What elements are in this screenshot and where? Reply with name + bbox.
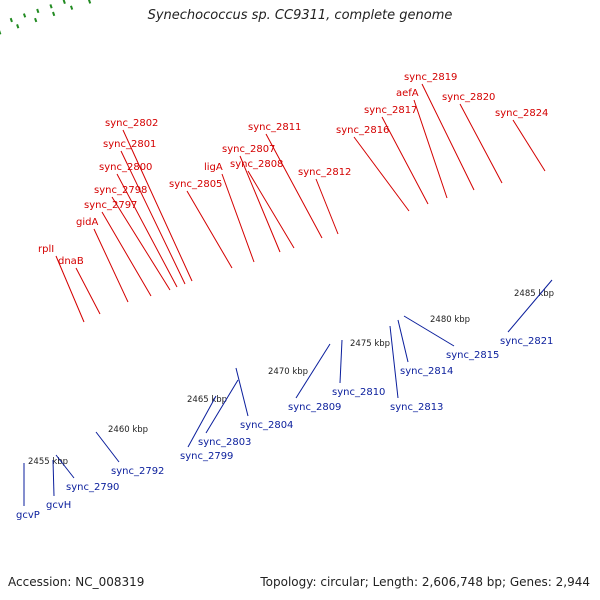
- forward-gene-label[interactable]: gidA: [76, 217, 98, 228]
- forward-gene-label[interactable]: sync_2802: [105, 118, 158, 129]
- forward-gene-label[interactable]: sync_2811: [248, 122, 301, 133]
- forward-gene-label[interactable]: sync_2805: [169, 179, 222, 190]
- forward-leader-line: [55, 255, 85, 323]
- reverse-gene-label[interactable]: sync_2804: [240, 420, 293, 431]
- scale-label: 2465 kbp: [187, 395, 227, 405]
- forward-gene-label[interactable]: aefA: [396, 88, 419, 99]
- forward-gene-label[interactable]: rplI: [38, 244, 54, 255]
- scale-tick: [70, 5, 74, 10]
- forward-leader-line: [459, 103, 503, 184]
- forward-leader-line: [116, 173, 178, 288]
- reverse-leader-line: [397, 319, 409, 363]
- reverse-leader-line: [295, 343, 331, 399]
- forward-leader-line: [186, 190, 233, 269]
- forward-leader-line: [93, 228, 129, 303]
- reverse-leader-line: [95, 431, 120, 463]
- reverse-gene-label[interactable]: sync_2815: [446, 350, 499, 361]
- forward-gene-label[interactable]: ligA: [204, 162, 223, 173]
- reverse-gene-label[interactable]: sync_2813: [390, 402, 443, 413]
- reverse-leader-line: [235, 367, 249, 417]
- forward-gene-label[interactable]: sync_2807: [222, 144, 275, 155]
- forward-leader-line: [247, 170, 295, 249]
- scale-tick: [34, 17, 38, 23]
- forward-gene-label[interactable]: sync_2824: [495, 108, 548, 119]
- scale-label: 2480 kbp: [430, 315, 470, 325]
- forward-leader-line: [413, 99, 448, 199]
- scale-label: 2470 kbp: [268, 367, 308, 377]
- reverse-leader-line: [52, 459, 55, 497]
- forward-leader-line: [221, 173, 255, 263]
- reverse-leader-line: [339, 339, 343, 384]
- reverse-gene-label[interactable]: sync_2790: [66, 482, 119, 493]
- reverse-leader-line: [55, 454, 75, 479]
- reverse-leader-line: [403, 315, 455, 347]
- forward-leader-line: [75, 267, 101, 315]
- reverse-leader-line: [507, 279, 553, 333]
- forward-leader-line: [120, 150, 186, 285]
- forward-gene-label[interactable]: sync_2800: [99, 162, 152, 173]
- reverse-gene-label[interactable]: sync_2810: [332, 387, 385, 398]
- reverse-gene-label[interactable]: gcvH: [46, 500, 71, 511]
- scale-tick: [16, 24, 20, 29]
- backbone-edge: [0, 0, 511, 33]
- reverse-gene-label[interactable]: sync_2821: [500, 336, 553, 347]
- gene-features: [0, 0, 453, 59]
- forward-gene-label[interactable]: sync_2797: [84, 200, 137, 211]
- forward-leader-line: [353, 136, 410, 212]
- forward-gene-label[interactable]: sync_2808: [230, 159, 283, 170]
- reverse-leader-line: [187, 395, 217, 448]
- scale-label: 2460 kbp: [108, 425, 148, 435]
- forward-gene-label[interactable]: sync_2819: [404, 72, 457, 83]
- reverse-gene-label[interactable]: sync_2809: [288, 402, 341, 413]
- scale-tick: [87, 0, 92, 4]
- reverse-gene-label[interactable]: gcvP: [16, 510, 40, 521]
- accession-text: Accession: NC_008319: [8, 575, 145, 589]
- lower-tick: [9, 17, 13, 23]
- lower-tick: [62, 0, 66, 4]
- reverse-leader-line: [389, 325, 399, 399]
- reverse-gene-label[interactable]: sync_2792: [111, 466, 164, 477]
- scale-tick: [52, 11, 56, 17]
- backbone-line: [0, 0, 511, 33]
- genome-summary-text: Topology: circular; Length: 2,606,748 bp…: [260, 575, 590, 589]
- forward-gene-label[interactable]: sync_2798: [94, 185, 147, 196]
- backbone-edge: [0, 0, 509, 27]
- forward-leader-line: [239, 155, 281, 253]
- reverse-gene-label[interactable]: sync_2803: [198, 437, 251, 448]
- map-title: Synechococcus sp. CC9311, complete genom…: [147, 8, 453, 23]
- forward-leader-line: [122, 129, 193, 282]
- forward-leader-line: [101, 211, 152, 297]
- forward-leader-line: [315, 178, 339, 235]
- forward-gene-label[interactable]: sync_2820: [442, 92, 495, 103]
- reverse-gene-label[interactable]: sync_2814: [400, 366, 453, 377]
- reverse-leader-line: [205, 379, 239, 434]
- forward-gene-label[interactable]: sync_2817: [364, 105, 417, 116]
- scale-label: 2485 kbp: [514, 289, 554, 299]
- scale-label: 2455 kbp: [28, 457, 68, 467]
- lower-tick: [49, 4, 53, 9]
- reverse-gene-label[interactable]: sync_2799: [180, 451, 233, 462]
- genome-track: [0, 0, 511, 35]
- forward-gene-label[interactable]: sync_2812: [298, 167, 351, 178]
- forward-leader-line: [512, 119, 546, 172]
- forward-leader-line: [265, 133, 323, 239]
- forward-leader-line: [421, 83, 475, 191]
- scale-label: 2475 kbp: [350, 339, 390, 349]
- lower-tick: [36, 8, 40, 14]
- forward-gene-label[interactable]: dnaB: [58, 256, 84, 267]
- forward-leader-line: [381, 116, 429, 205]
- forward-leader-line: [111, 196, 171, 291]
- lower-tick: [22, 13, 27, 18]
- forward-gene-label[interactable]: sync_2816: [336, 125, 389, 136]
